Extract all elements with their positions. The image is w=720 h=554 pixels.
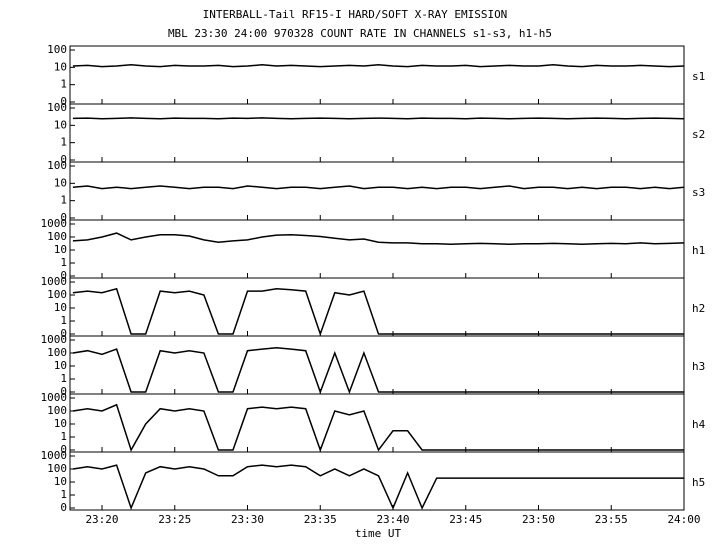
panel-frame [69, 103, 685, 163]
y-tick-label: 1000 [41, 449, 68, 462]
panel-frame [69, 219, 685, 279]
chart-subtitle: MBL 23:30 24:00 970328 COUNT RATE IN CHA… [168, 27, 552, 40]
panel-label: h5 [692, 476, 705, 489]
panel-frame [69, 335, 685, 395]
y-tick-label: 100 [47, 159, 67, 172]
y-tick-label: 10 [54, 475, 67, 488]
y-tick-label: 0 [60, 443, 67, 456]
y-tick-label: 10 [54, 359, 67, 372]
y-tick-label: 100 [47, 43, 67, 56]
y-tick-label: 1 [60, 488, 67, 501]
panel-frame [69, 45, 685, 105]
x-tick-label: 24:00 [667, 513, 700, 526]
y-tick-label: 0 [60, 385, 67, 398]
y-tick-label: 0 [60, 327, 67, 340]
x-tick-label: 23:30 [231, 513, 264, 526]
y-tick-label: 10 [54, 243, 67, 256]
y-tick-label: 0 [60, 95, 67, 108]
y-tick-label: 100 [47, 404, 67, 417]
x-tick-label: 23:55 [595, 513, 628, 526]
y-tick-label: 1000 [41, 391, 68, 404]
series-line [72, 117, 685, 120]
panel-label: s3 [692, 186, 705, 199]
x-tick-label: 23:35 [304, 513, 337, 526]
x-tick-label: 23:50 [522, 513, 555, 526]
y-tick-label: 100 [47, 230, 67, 243]
y-tick-label: 1 [60, 136, 67, 149]
y-tick-label: 1 [60, 78, 67, 91]
series-line [72, 347, 684, 395]
y-tick-label: 1 [60, 256, 67, 269]
panel-label: s1 [692, 70, 705, 83]
panel-frame [69, 451, 685, 511]
y-tick-label: 100 [47, 462, 67, 475]
y-tick-label: 1 [60, 372, 67, 385]
series-line [72, 287, 684, 337]
y-tick-label: 10 [54, 176, 67, 189]
panel-label: h4 [692, 418, 706, 431]
x-axis-label: time UT [355, 527, 402, 540]
y-tick-label: 0 [60, 153, 67, 166]
panel-frame [69, 161, 685, 221]
x-tick-label: 23:40 [376, 513, 409, 526]
panel-label: s2 [692, 128, 705, 141]
x-tick-label: 23:20 [85, 513, 118, 526]
series-line [72, 464, 684, 511]
y-tick-label: 10 [54, 417, 67, 430]
series-line [72, 185, 685, 190]
y-tick-label: 1 [60, 194, 67, 207]
y-tick-label: 1000 [41, 333, 68, 346]
y-tick-label: 0 [60, 501, 67, 514]
chart-title: INTERBALL-Tail RF15-I HARD/SOFT X-RAY EM… [203, 8, 508, 21]
y-tick-label: 10 [54, 60, 67, 73]
panel-label: h3 [692, 360, 705, 373]
series-line [72, 232, 685, 245]
y-tick-label: 10 [54, 118, 67, 131]
panel-label: h1 [692, 244, 705, 257]
panel-label: h2 [692, 302, 705, 315]
y-tick-label: 1000 [41, 217, 68, 230]
series-line [72, 64, 685, 68]
y-tick-label: 100 [47, 346, 67, 359]
x-tick-label: 23:25 [158, 513, 191, 526]
panel-frame [69, 393, 685, 453]
y-tick-label: 10 [54, 301, 67, 314]
series-line [72, 403, 684, 453]
y-tick-label: 0 [60, 211, 67, 224]
y-tick-label: 100 [47, 288, 67, 301]
y-tick-label: 1 [60, 430, 67, 443]
y-tick-label: 1 [60, 314, 67, 327]
y-tick-label: 1000 [41, 275, 68, 288]
y-tick-label: 100 [47, 101, 67, 114]
y-tick-label: 0 [60, 269, 67, 282]
x-tick-label: 23:45 [449, 513, 482, 526]
